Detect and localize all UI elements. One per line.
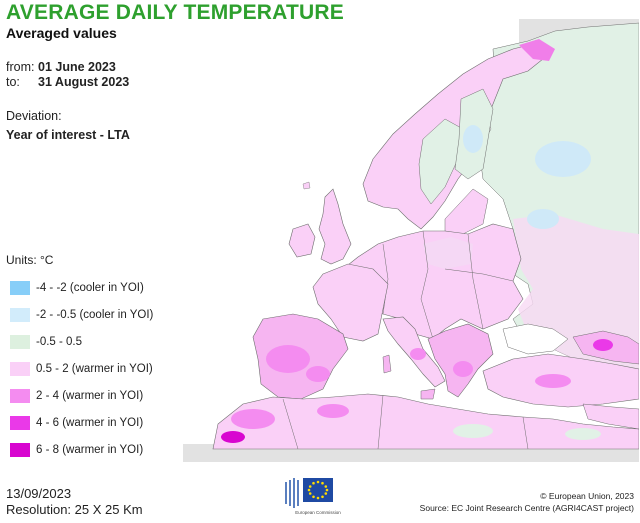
region-central-europe [342, 223, 524, 340]
region-great-britain [318, 188, 352, 265]
hot-spot-north [519, 39, 555, 61]
map-subtitle: Averaged values [6, 25, 117, 41]
legend-label: -4 - -2 (cooler in YOI) [36, 281, 144, 294]
from-label: from: [6, 60, 35, 74]
deviation-label: Deviation: [6, 109, 62, 123]
borders-central [382, 243, 389, 315]
cool-patch-egypt [565, 428, 601, 440]
ec-building-icon [285, 478, 299, 508]
legend-label: -0.5 - 0.5 [36, 335, 83, 348]
europe-anomaly-map [183, 19, 639, 462]
hot-patch-greece [453, 361, 473, 377]
deviation-value: Year of interest - LTA [6, 128, 130, 142]
legend-item: -2 - -0.5 (cooler in YOI) [6, 301, 186, 328]
region-sweden-cool [418, 118, 464, 205]
borders-central-3 [444, 268, 514, 282]
region-baltics [444, 188, 489, 235]
legend-item: 0.5 - 2 (warmer in YOI) [6, 355, 186, 382]
period-to-row: to: 31 August 2023 [6, 75, 129, 90]
legend-swatch [10, 280, 30, 295]
resolution-text: Resolution: 25 X 25 Km [6, 502, 143, 517]
legend-swatch [10, 442, 30, 457]
ec-logo-text: European Commission [295, 510, 341, 515]
hot-patch-iberia [266, 345, 310, 373]
european-commission-logo: European Commission [285, 478, 341, 515]
region-poland-cool [423, 237, 473, 269]
legend-item: 4 - 6 (warmer in YOI) [6, 409, 186, 436]
map-title: AVERAGE DAILY TEMPERATURE [6, 1, 344, 24]
cool-patch-libya [453, 424, 493, 438]
region-france [312, 263, 389, 342]
legend-units: Units: °C [6, 253, 54, 267]
to-date: 31 August 2023 [38, 75, 130, 89]
legend-label: 0.5 - 2 (warmer in YOI) [36, 362, 153, 375]
eu-stars-icon [307, 480, 329, 500]
region-balkans [427, 323, 494, 398]
legend-item: 6 - 8 (warmer in YOI) [6, 436, 186, 463]
borders-africa [282, 398, 299, 450]
hot-patch-italy [410, 348, 426, 360]
legend-label: 4 - 6 (warmer in YOI) [36, 416, 144, 429]
legend-item: 2 - 4 (warmer in YOI) [6, 382, 186, 409]
legend: Units: °C -4 - -2 (cooler in YOI) -2 - -… [6, 253, 186, 463]
cool-patch-finland [463, 125, 483, 153]
hot-patch-morocco-2 [221, 431, 245, 443]
hot-patch-iberia-2 [306, 366, 330, 382]
region-faroe [302, 181, 311, 190]
legend-swatch [10, 361, 30, 376]
from-date: 01 June 2023 [38, 60, 116, 74]
legend-label: 6 - 8 (warmer in YOI) [36, 443, 144, 456]
legend-swatch [10, 307, 30, 322]
to-label: to: [6, 75, 20, 89]
production-date: 13/09/2023 [6, 486, 72, 501]
region-black-sea [502, 323, 569, 355]
borders-africa-2 [377, 394, 384, 450]
region-ireland [288, 223, 316, 258]
cool-patch-russia [535, 141, 591, 177]
hot-patch-morocco [231, 409, 275, 429]
cool-patch-russia-2 [527, 209, 559, 229]
hot-patch-algeria [317, 404, 349, 418]
borders-africa-3 [522, 416, 529, 450]
region-sardinia [382, 354, 392, 374]
legend-label: 2 - 4 (warmer in YOI) [36, 389, 144, 402]
legend-swatch [10, 415, 30, 430]
borders-central-4 [467, 233, 484, 330]
period-block: from: 01 June 2023 to: 31 August 2023 [6, 60, 129, 90]
region-sicily [420, 388, 436, 400]
copyright-text: © European Union, 2023 [540, 491, 634, 501]
legend-swatch [10, 334, 30, 349]
borders-central-2 [420, 230, 434, 340]
hot-patch-caucasus [593, 339, 613, 351]
period-from-row: from: 01 June 2023 [6, 60, 129, 75]
legend-item: -0.5 - 0.5 [6, 328, 186, 355]
credits: © European Union, 2023 Source: EC Joint … [420, 490, 634, 514]
legend-item: -4 - -2 (cooler in YOI) [6, 274, 186, 301]
region-middle-east [582, 403, 639, 430]
hot-patch-turkey [535, 374, 571, 388]
source-text: Source: EC Joint Research Centre (AGRI4C… [419, 503, 634, 513]
legend-swatch [10, 388, 30, 403]
legend-label: -2 - -0.5 (cooler in YOI) [36, 308, 154, 321]
